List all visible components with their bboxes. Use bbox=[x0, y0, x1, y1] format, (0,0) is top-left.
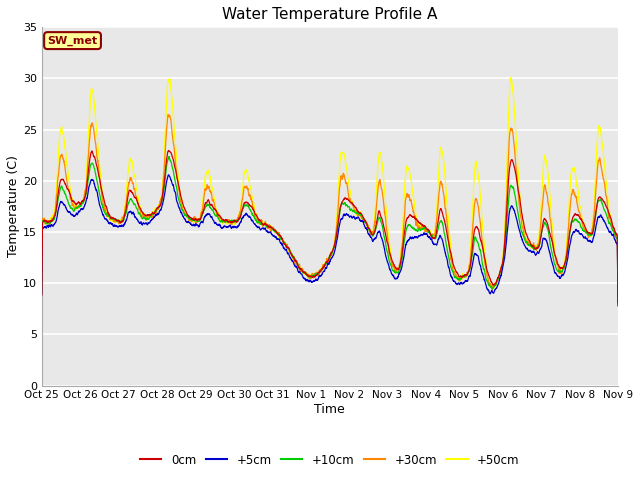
Text: SW_met: SW_met bbox=[47, 36, 97, 46]
Title: Water Temperature Profile A: Water Temperature Profile A bbox=[222, 7, 438, 22]
Y-axis label: Temperature (C): Temperature (C) bbox=[7, 156, 20, 257]
X-axis label: Time: Time bbox=[314, 403, 345, 416]
Legend: 0cm, +5cm, +10cm, +30cm, +50cm: 0cm, +5cm, +10cm, +30cm, +50cm bbox=[136, 449, 524, 471]
